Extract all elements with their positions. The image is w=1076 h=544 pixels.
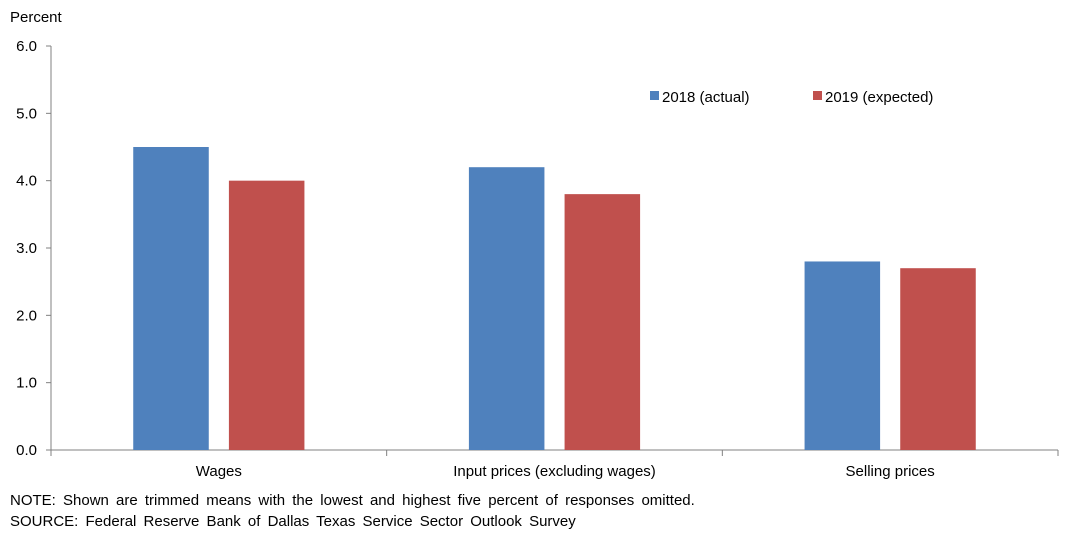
bar — [468, 167, 545, 450]
legend: 2018 (actual) 2019 (expected) — [650, 89, 933, 106]
bars — [133, 147, 976, 450]
y-axis-title: Percent — [10, 9, 63, 26]
bar — [133, 147, 209, 450]
x-tick-label: Selling prices — [846, 463, 935, 480]
y-tick-label: 6.0 — [16, 38, 37, 55]
y-tick-label: 5.0 — [16, 105, 37, 122]
bar — [564, 194, 641, 450]
legend-label: 2019 (expected) — [825, 89, 933, 106]
x-tick-label: Input prices (excluding wages) — [453, 463, 656, 480]
y-tick-label: 1.0 — [16, 375, 37, 392]
bar — [900, 268, 976, 450]
y-tick-label: 4.0 — [16, 173, 37, 190]
bar — [228, 180, 305, 450]
y-tick-label: 3.0 — [16, 240, 37, 257]
legend-label: 2018 (actual) — [662, 89, 750, 106]
x-tick-label: Wages — [196, 463, 242, 480]
legend-swatch — [650, 91, 659, 100]
y-tick-label: 0.0 — [16, 442, 37, 459]
source-text: SOURCE: Federal Reserve Bank of Dallas T… — [10, 513, 576, 530]
bar — [804, 261, 881, 450]
axes: 0.0 1.0 2.0 3.0 4.0 5.0 6.0 Wages Input prices (… — [16, 38, 1059, 480]
note-text: NOTE: Shown are trimmed means with the l… — [10, 492, 695, 509]
y-tick-label: 2.0 — [16, 307, 37, 324]
bar-chart: Percent 0.0 1.0 2.0 3.0 4.0 5.0 6.0 Wages Input … — [10, 9, 1059, 480]
legend-swatch — [813, 91, 822, 100]
